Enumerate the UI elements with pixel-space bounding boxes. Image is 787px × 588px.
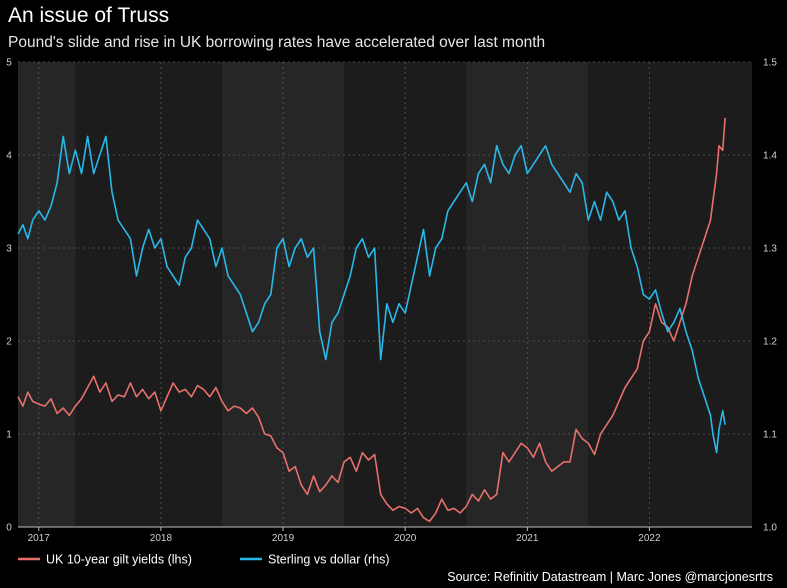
legend-label-1: Sterling vs dollar (rhs) [268,553,390,567]
right-axis: 1.0 1.1 1.2 1.3 1.4 1.5 [763,58,777,534]
x-tick-label-2022: 2022 [638,533,661,544]
plot-background [18,62,752,527]
legend-item-0: UK 10-year gilt yields (lhs) [18,553,192,567]
series-line-sterling [17,135,726,454]
legend: UK 10-year gilt yields (lhs) Sterling vs … [18,553,390,567]
year-band-2 [466,62,589,527]
left-tick-label-4: 4 [6,151,12,162]
chart-title: An issue of Truss [8,4,170,27]
source-note: Source: Refinitiv Datastream | Marc Jone… [447,570,773,584]
year-band-1 [221,62,345,527]
x-tick-label-2020: 2020 [394,533,417,544]
x-tick-label-2018: 2018 [150,533,173,544]
right-tick-label-1.3: 1.3 [763,244,777,255]
right-tick-label-1.5: 1.5 [763,58,777,69]
legend-label-0: UK 10-year gilt yields (lhs) [46,553,192,567]
x-tick-label-2021: 2021 [516,533,539,544]
plot-area [18,62,752,527]
year-band-0 [18,62,76,527]
left-tick-label-1: 1 [6,430,12,441]
chart-subtitle: Pound's slide and rise in UK borrowing r… [8,34,546,51]
left-tick-label-5: 5 [6,58,12,69]
legend-item-1: Sterling vs dollar (rhs) [240,553,390,567]
series-lines [17,117,726,523]
x-tick-label-2019: 2019 [272,533,295,544]
right-tick-label-1.0: 1.0 [763,523,777,534]
right-tick-label-1.4: 1.4 [763,151,777,162]
left-axis: 0 1 2 3 4 5 [6,58,12,534]
right-tick-label-1.1: 1.1 [763,430,777,441]
left-tick-label-0: 0 [6,523,12,534]
left-tick-label-3: 3 [6,244,12,255]
grid-lines [18,61,752,528]
x-axis: 2017 2018 2019 2020 2021 2022 [28,527,661,544]
x-tick-label-2017: 2017 [28,533,51,544]
left-tick-label-2: 2 [6,337,12,348]
right-tick-label-1.2: 1.2 [763,337,777,348]
series-line-gilt-yields [17,117,726,523]
